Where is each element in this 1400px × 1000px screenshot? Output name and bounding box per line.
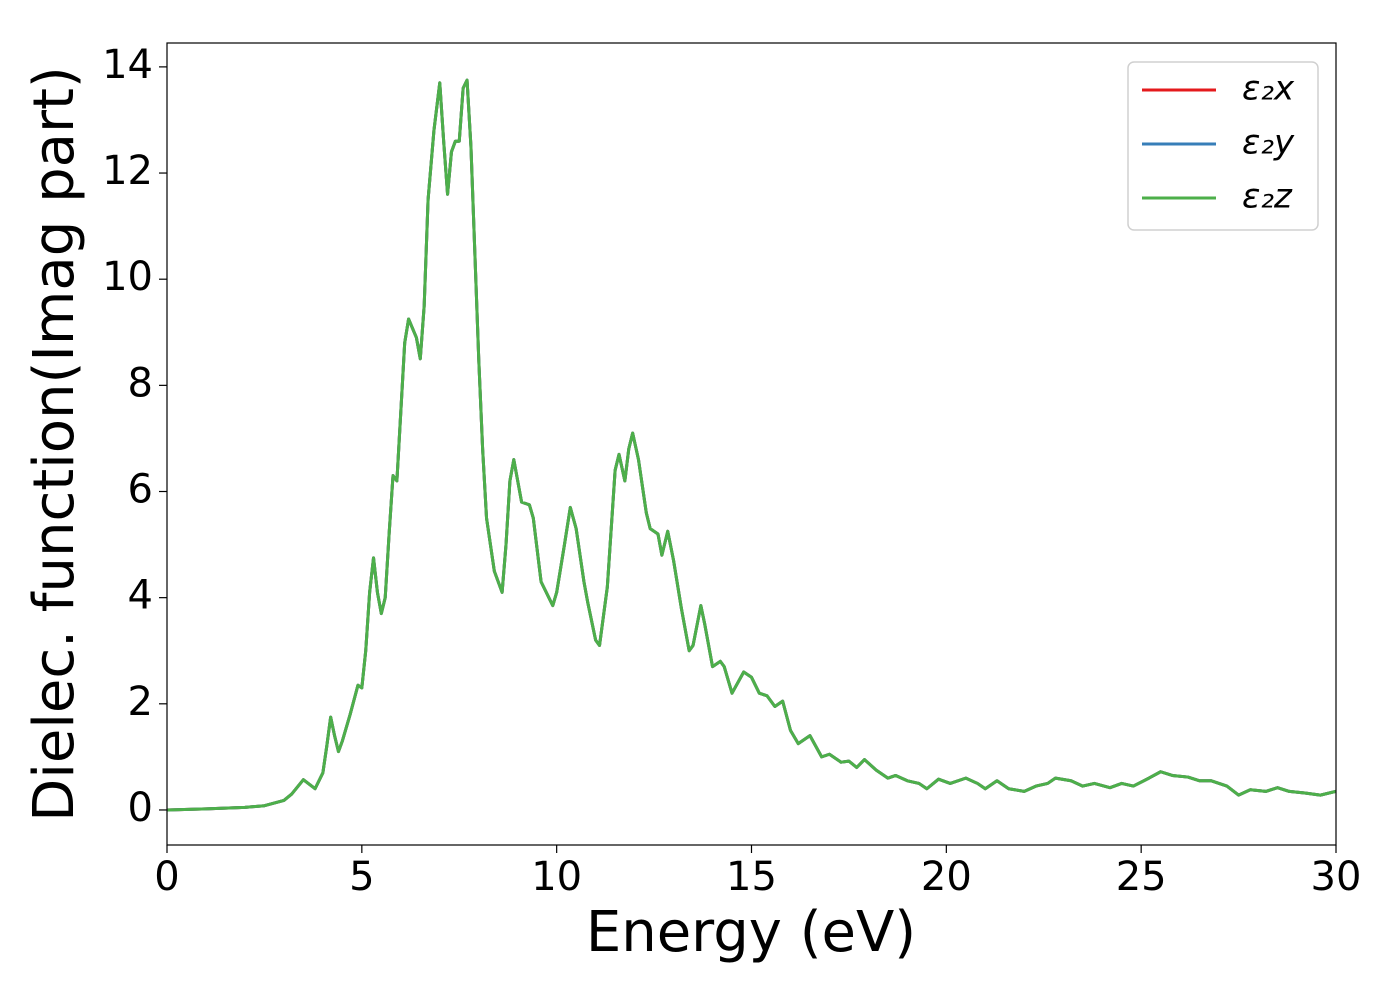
- legend-label: ε₂x: [1242, 69, 1295, 109]
- x-tick-label: 10: [531, 854, 582, 900]
- legend-box: [1127, 61, 1319, 231]
- y-tick-label: 14: [102, 42, 153, 88]
- x-tick-label: 20: [921, 854, 972, 900]
- data-line: [167, 78, 1336, 812]
- x-tick-label: 25: [1116, 854, 1167, 900]
- y-tick-label: 6: [128, 467, 153, 513]
- y-tick-label: 4: [128, 573, 153, 619]
- y-tick-label: 8: [128, 360, 153, 406]
- x-tick-label: 5: [349, 854, 374, 900]
- y-tick-label: 2: [128, 679, 153, 725]
- y-tick-label: 10: [102, 254, 153, 300]
- x-tick-label: 30: [1311, 854, 1362, 900]
- y-tick-label: 12: [102, 148, 153, 194]
- legend-label: ε₂y: [1242, 123, 1295, 163]
- x-tick-label: 15: [726, 854, 777, 900]
- y-tick-label: 0: [128, 785, 153, 831]
- x-tick-label: 0: [154, 854, 179, 900]
- plot-frame: [166, 42, 1337, 846]
- y-axis-label: Dielec. function(Imag part): [22, 66, 87, 822]
- legend-label: ε₂z: [1242, 177, 1293, 217]
- x-axis-label: Energy (eV): [586, 900, 916, 965]
